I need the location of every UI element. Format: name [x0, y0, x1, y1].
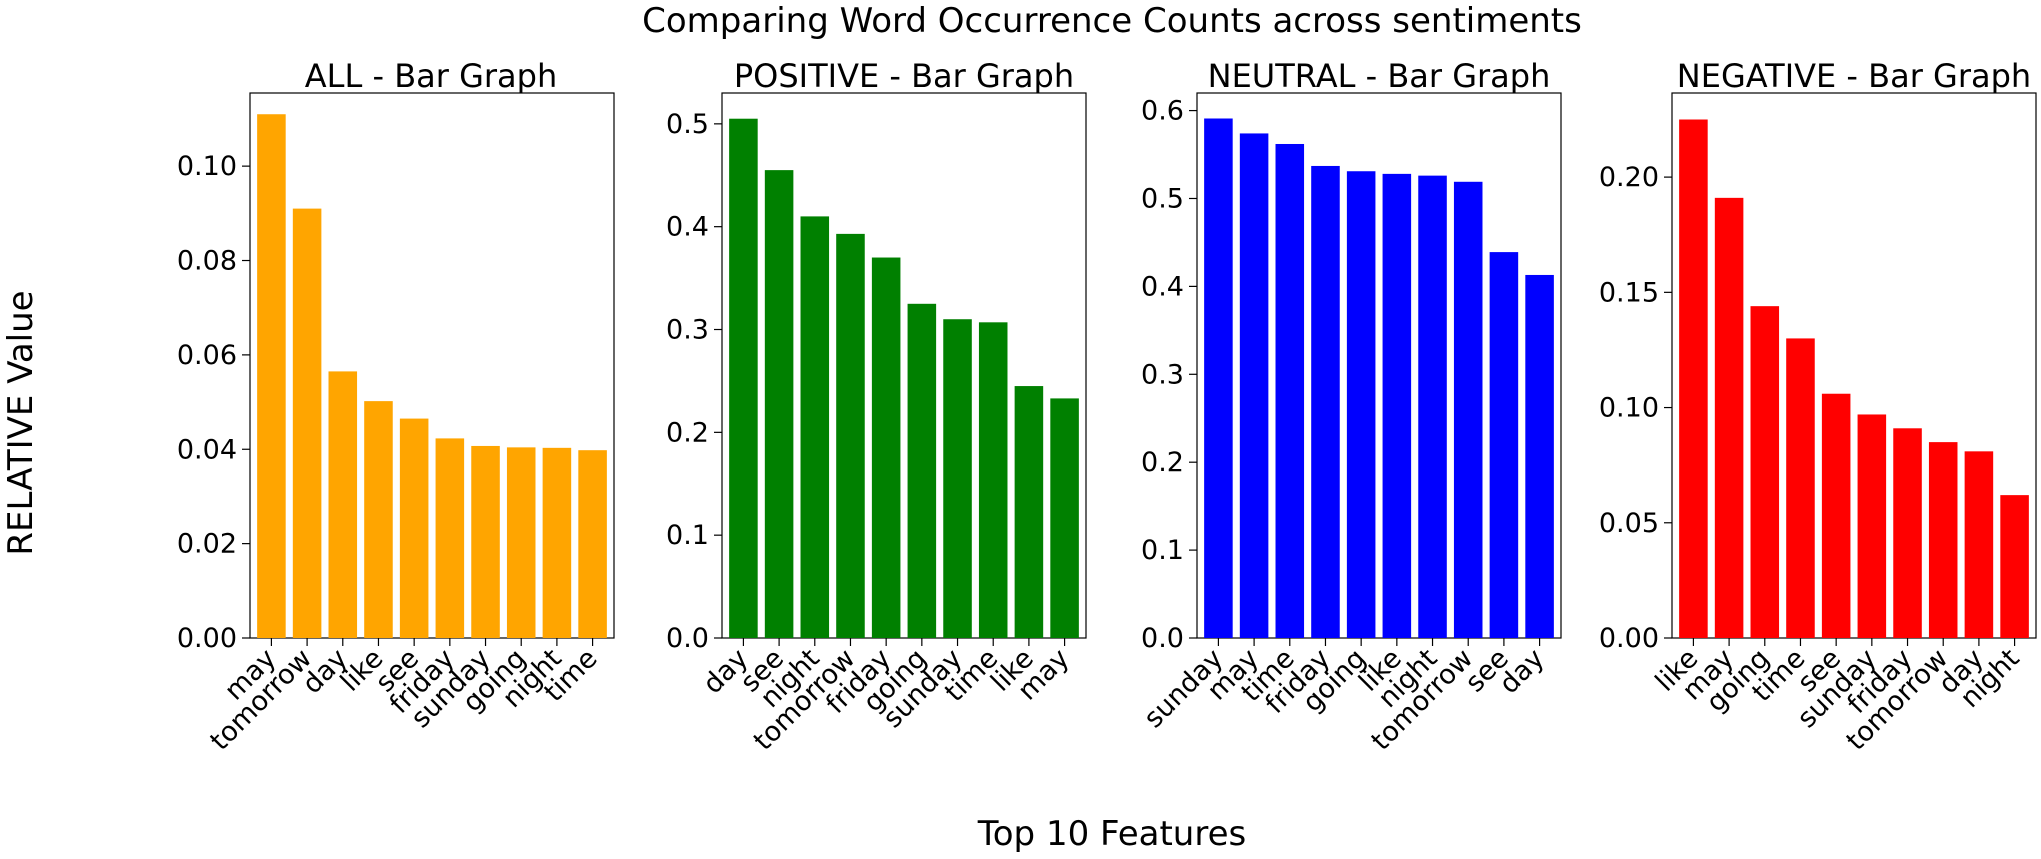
bar-may: [1050, 398, 1079, 638]
bar-friday: [435, 438, 465, 638]
bar-night: [542, 447, 572, 638]
bar-friday: [1311, 165, 1340, 639]
subplot-neutral: NEUTRAL - Bar Graph 0.0 0.1 0.2 0.3 0.4 0.5 0.…: [1138, 57, 1562, 757]
bar-night: [1418, 175, 1447, 638]
bar-time: [1786, 338, 1815, 638]
plot-frame: [1196, 92, 1562, 639]
bar-see: [1489, 252, 1519, 638]
bar-night: [800, 216, 830, 638]
bar-sunday: [471, 445, 500, 638]
bar-time: [978, 322, 1008, 638]
y-tick-label: 0.5: [1141, 183, 1184, 214]
y-tick-label: 0.10: [1599, 393, 1659, 424]
bar-going: [1750, 306, 1780, 638]
subplot-all: ALL - Bar Graph 0.00 0.02 0.04 0.06 0.08 0.10…: [177, 57, 615, 757]
y-tick-label: 0.3: [1141, 359, 1184, 390]
figure-xlabel: Top 10 Features: [977, 814, 1246, 854]
y-tick-label: 0.05: [1599, 508, 1659, 539]
y-tick-label: 0.4: [1141, 271, 1184, 302]
y-tick-label: 0.15: [1599, 277, 1659, 308]
y-tick-label: 0.5: [666, 109, 709, 140]
bar-tomorrow: [1453, 181, 1483, 638]
bar-friday: [1893, 428, 1922, 638]
y-tick-label: 0.04: [177, 434, 237, 465]
y-tick-label: 0.08: [177, 246, 237, 277]
bar-day: [1964, 451, 1994, 638]
plot-frame: [1671, 92, 2037, 639]
bar-see: [764, 170, 794, 639]
y-tick-label: 0.20: [1599, 162, 1659, 193]
bar-like: [1014, 386, 1044, 638]
y-tick-label: 0.3: [666, 315, 709, 346]
bar-time: [1275, 143, 1305, 638]
panel-title: ALL - Bar Graph: [305, 57, 557, 95]
bar-like: [364, 401, 393, 638]
bar-tomorrow: [836, 233, 865, 638]
plot-frame: [721, 92, 1087, 639]
y-tick-label: 0.06: [177, 340, 237, 371]
plot-frame: [249, 92, 615, 639]
bar-going: [907, 303, 937, 638]
bar-like: [1679, 119, 1708, 639]
bar-time: [578, 450, 607, 638]
bar-tomorrow: [1928, 442, 1958, 638]
y-tick-label: 0.2: [1141, 447, 1184, 478]
figure-suptitle: Comparing Word Occurrence Counts across …: [642, 1, 1582, 41]
bar-may: [1239, 133, 1269, 638]
bar-see: [399, 418, 429, 638]
y-tick-label: 0.02: [177, 529, 237, 560]
bar-sunday: [943, 319, 972, 638]
bar-going: [506, 447, 536, 638]
bar-night: [2000, 495, 2029, 638]
y-tick-label: 0.0: [1141, 623, 1184, 654]
y-tick-label: 0.1: [1141, 535, 1184, 566]
subplot-negative: NEGATIVE - Bar Graph 0.00 0.05 0.10 0.15 0.2…: [1599, 57, 2037, 757]
subplot-positive: POSITIVE - Bar Graph 0.00.10.20.30.40.5d…: [666, 57, 1087, 757]
bar-may: [257, 114, 286, 638]
bar-tomorrow: [292, 208, 322, 638]
bar-day: [1525, 274, 1554, 638]
y-tick-label: 0.6: [1141, 96, 1184, 127]
y-tick-label: 0.00: [1599, 623, 1659, 654]
bar-see: [1821, 393, 1851, 638]
panel-title: POSITIVE - Bar Graph: [734, 57, 1074, 95]
bar-day: [729, 118, 758, 639]
y-tick-label: 0.0: [666, 623, 709, 654]
bar-friday: [871, 257, 901, 638]
bar-day: [328, 371, 358, 638]
bar-like: [1382, 173, 1412, 638]
y-tick-label: 0.10: [177, 151, 237, 182]
bar-sunday: [1857, 414, 1887, 638]
panel-title: NEUTRAL - Bar Graph: [1208, 57, 1551, 95]
y-tick-label: 0.4: [666, 212, 709, 243]
y-tick-label: 0.2: [666, 417, 709, 448]
bar-going: [1346, 171, 1376, 638]
x-tick-label: day: [1493, 643, 1550, 700]
y-tick-label: 0.00: [177, 623, 237, 654]
y-tick-label: 0.1: [666, 520, 709, 551]
panel-title: NEGATIVE - Bar Graph: [1677, 57, 2031, 95]
bar-sunday: [1204, 118, 1233, 638]
bar-may: [1714, 197, 1744, 639]
figure-ylabel: RELATIVE Value: [1, 290, 41, 555]
